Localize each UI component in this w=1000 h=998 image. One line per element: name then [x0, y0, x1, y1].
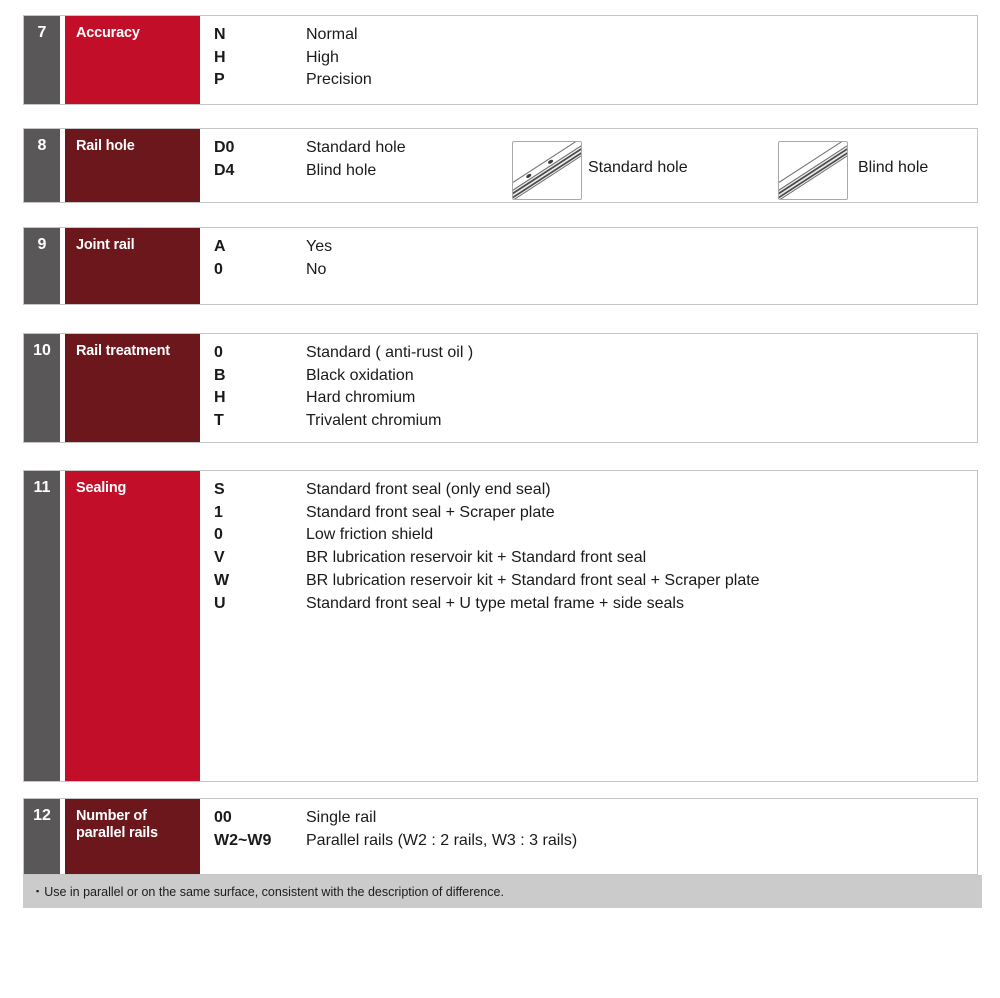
code-entry: 0 Low friction shield	[200, 524, 977, 547]
code-entry: U Standard front seal + U type metal fra…	[200, 593, 977, 616]
code-value: H	[214, 389, 226, 407]
code-entry: N Normal	[200, 24, 977, 47]
row-number-badge: 9	[24, 228, 60, 304]
standard-hole-figure	[512, 141, 582, 200]
code-entry: D0 Standard hole	[200, 137, 977, 160]
blind-hole-figure	[778, 141, 848, 200]
code-value: 1	[214, 503, 223, 521]
row-label-rail-hole: Rail hole	[65, 129, 200, 202]
code-value: D0	[214, 139, 235, 156]
code-entry: W BR lubrication reservoir kit + Standar…	[200, 570, 977, 593]
row-label-sealing: Sealing	[65, 471, 200, 781]
footer-note-bar: ▪ Use in parallel or on the same surface…	[23, 875, 982, 908]
row-label-joint-rail: Joint rail	[65, 228, 200, 304]
row-gap	[60, 129, 65, 202]
code-entry: P Precision	[200, 69, 977, 92]
row-gap	[60, 799, 65, 874]
code-description: Hard chromium	[306, 389, 416, 407]
code-description: BR lubrication reservoir kit + Standard …	[306, 571, 760, 589]
code-description: Low friction shield	[306, 526, 434, 544]
code-value: U	[214, 594, 226, 612]
code-description: Yes	[306, 238, 333, 255]
code-description: Single rail	[306, 809, 377, 826]
row-label-rail-treatment: Rail treatment	[65, 334, 200, 442]
code-entry: 0 Standard ( anti-rust oil )	[200, 342, 977, 365]
code-description: Parallel rails (W2 : 2 rails, W3 : 3 rai…	[306, 831, 578, 849]
spec-row-joint-rail: 9 Joint rail A Yes 0 No	[23, 227, 978, 305]
code-value: S	[214, 481, 225, 498]
code-description: Precision	[306, 71, 372, 89]
row-content: 00 Single rail W2~W9 Parallel rails (W2 …	[200, 799, 977, 874]
row-number-badge: 8	[24, 129, 60, 202]
code-value: 0	[214, 526, 223, 544]
code-value: H	[214, 48, 226, 66]
code-description: Standard ( anti-rust oil )	[306, 344, 474, 361]
code-value: D4	[214, 161, 235, 179]
code-entry: H High	[200, 47, 977, 70]
blind-hole-rail-icon	[779, 142, 847, 199]
code-description: Blind hole	[306, 161, 377, 179]
code-description: No	[306, 260, 327, 278]
spec-row-parallel-rails: 12 Number of parallel rails 00 Single ra…	[23, 798, 978, 875]
code-entry: T Trivalent chromium	[200, 410, 977, 433]
code-value: N	[214, 26, 226, 43]
row-content: 0 Standard ( anti-rust oil ) B Black oxi…	[200, 334, 977, 442]
code-description: Standard front seal + Scraper plate	[306, 503, 555, 521]
blind-hole-caption: Blind hole	[858, 159, 929, 176]
code-entry: 00 Single rail	[200, 807, 977, 830]
code-description: Black oxidation	[306, 366, 414, 384]
code-description: Trivalent chromium	[306, 412, 442, 430]
code-entry: 0 No	[200, 259, 977, 282]
row-label-parallel-rails: Number of parallel rails	[65, 799, 200, 874]
code-entry: H Hard chromium	[200, 387, 977, 410]
spec-row-rail-treatment: 10 Rail treatment 0 Standard ( anti-rust…	[23, 333, 978, 443]
footer-note-text: Use in parallel or on the same surface, …	[44, 884, 504, 899]
code-description: Standard hole	[306, 139, 406, 156]
code-entry: A Yes	[200, 236, 977, 259]
square-bullet-icon: ▪	[36, 885, 40, 896]
code-value: V	[214, 549, 225, 567]
code-entry: 1 Standard front seal + Scraper plate	[200, 502, 977, 525]
code-value: P	[214, 71, 225, 89]
row-number-badge: 7	[24, 16, 60, 104]
code-entry: W2~W9 Parallel rails (W2 : 2 rails, W3 :…	[200, 830, 977, 853]
code-entry: D4 Blind hole	[200, 160, 977, 183]
code-description: Standard front seal (only end seal)	[306, 481, 551, 498]
row-content: S Standard front seal (only end seal) 1 …	[200, 471, 977, 781]
code-entry: V BR lubrication reservoir kit + Standar…	[200, 547, 977, 570]
spec-row-sealing: 11 Sealing S Standard front seal (only e…	[23, 470, 978, 782]
code-description: Normal	[306, 26, 358, 43]
code-value: W	[214, 571, 230, 589]
code-value: W2~W9	[214, 831, 272, 849]
row-gap	[60, 16, 65, 104]
code-entry: B Black oxidation	[200, 365, 977, 388]
row-gap	[60, 228, 65, 304]
code-value: B	[214, 366, 226, 384]
code-entry: S Standard front seal (only end seal)	[200, 479, 977, 502]
standard-hole-caption: Standard hole	[588, 159, 688, 176]
code-description: Standard front seal + U type metal frame…	[306, 594, 684, 612]
spec-row-rail-hole: 8 Rail hole D0 Standard hole D4 Blind ho…	[23, 128, 978, 203]
row-gap	[60, 334, 65, 442]
code-value: A	[214, 238, 226, 255]
code-description: High	[306, 48, 339, 66]
row-content: N Normal H High P Precision	[200, 16, 977, 104]
row-content: D0 Standard hole D4 Blind hole	[200, 129, 977, 202]
row-gap	[60, 471, 65, 781]
row-number-badge: 12	[24, 799, 60, 874]
code-description: BR lubrication reservoir kit + Standard …	[306, 549, 647, 567]
row-number-badge: 11	[24, 471, 60, 781]
standard-hole-rail-icon	[513, 142, 581, 199]
code-value: 0	[214, 260, 223, 278]
code-value: 00	[214, 809, 232, 826]
row-label-accuracy: Accuracy	[65, 16, 200, 104]
spec-row-accuracy: 7 Accuracy N Normal H High P Precision	[23, 15, 978, 105]
row-number-badge: 10	[24, 334, 60, 442]
row-content: A Yes 0 No	[200, 228, 977, 304]
code-value: 0	[214, 344, 223, 361]
code-value: T	[214, 412, 224, 430]
